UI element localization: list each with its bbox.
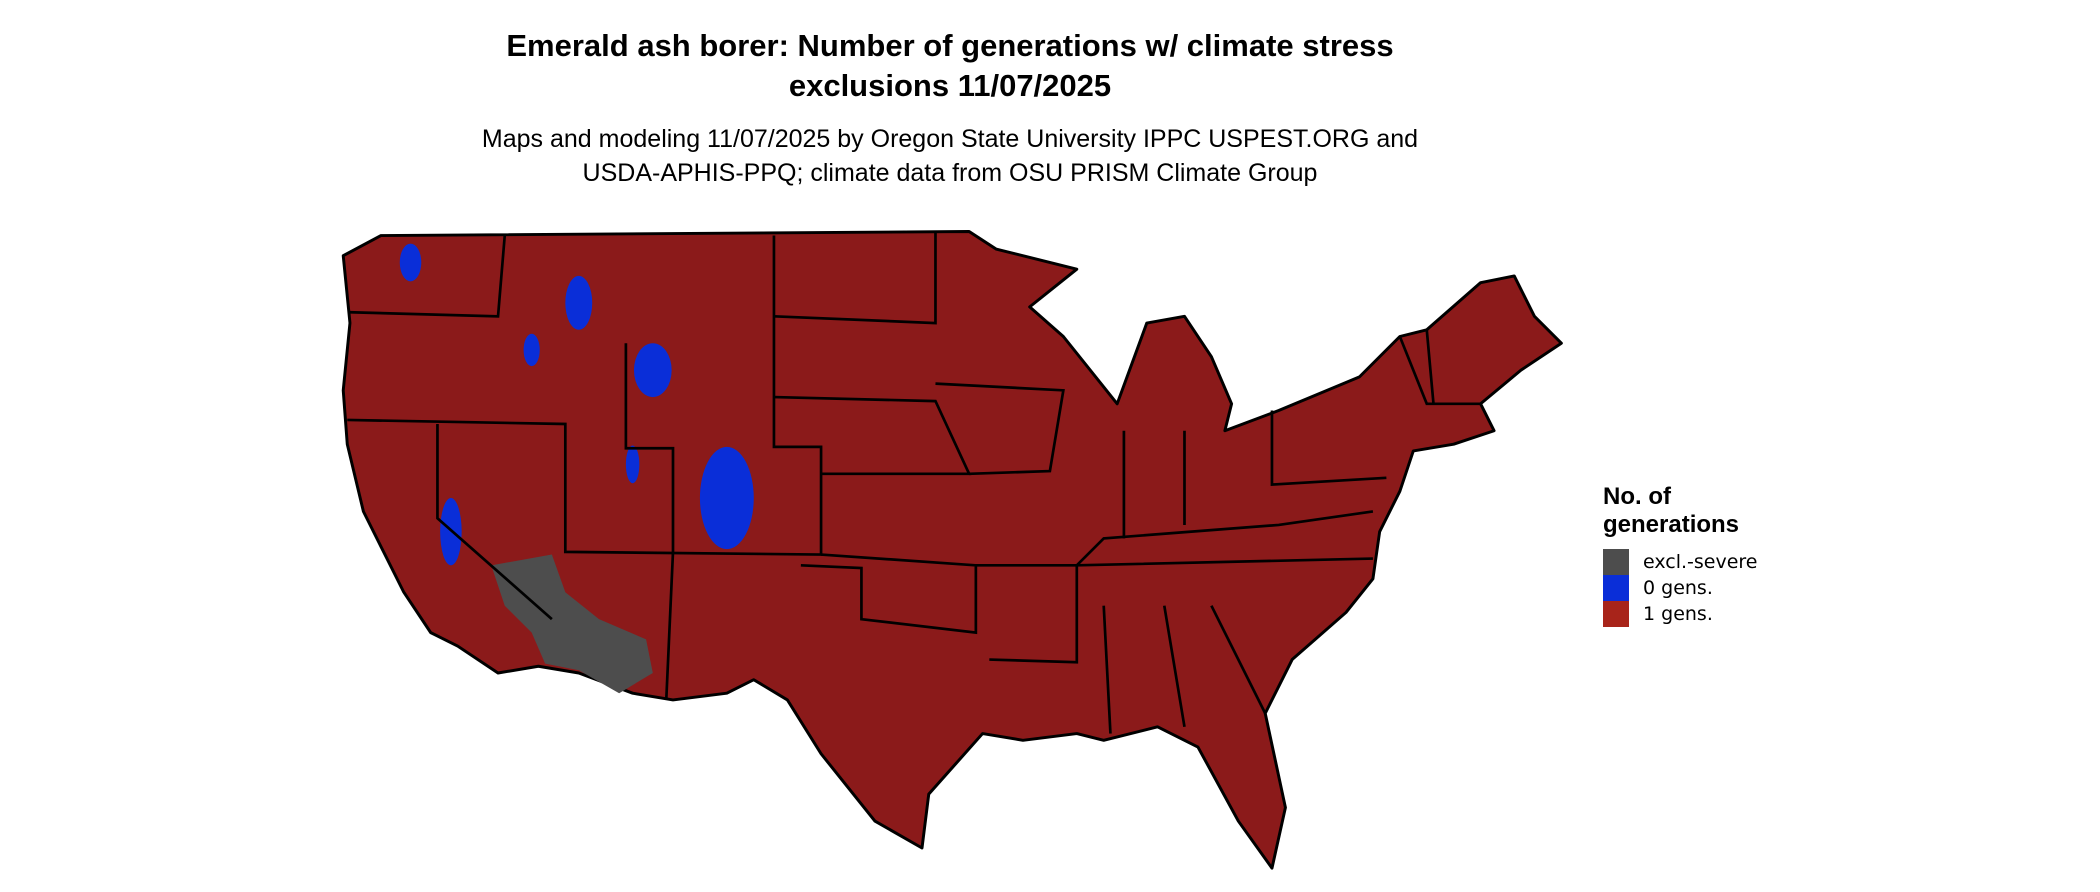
- map-subtitle: Maps and modeling 11/07/2025 by Oregon S…: [0, 122, 1900, 190]
- legend-items: excl.-severe 0 gens. 1 gens.: [1603, 549, 1758, 627]
- legend-title: No. of generations: [1603, 483, 1758, 539]
- legend-label: 1 gens.: [1643, 603, 1713, 625]
- legend: No. of generations excl.-severe 0 gens. …: [1603, 483, 1758, 627]
- excl-severe-area: [491, 554, 653, 694]
- legend-swatch: [1603, 549, 1629, 575]
- us-land-area: [341, 230, 1563, 870]
- legend-label: 0 gens.: [1643, 577, 1713, 599]
- map-subtitle-line2: USDA-APHIS-PPQ; climate data from OSU PR…: [582, 159, 1318, 187]
- map-title: Emerald ash borer: Number of generations…: [0, 26, 1900, 106]
- legend-swatch: [1603, 575, 1629, 601]
- state-borders: [347, 231, 1481, 734]
- map-subtitle-line1: Maps and modeling 11/07/2025 by Oregon S…: [481, 125, 1419, 153]
- legend-swatch: [1603, 601, 1629, 627]
- legend-title-line2: generations: [1603, 511, 1740, 538]
- legend-title-line1: No. of: [1603, 483, 1671, 510]
- legend-item-0-gens: 0 gens.: [1603, 575, 1758, 601]
- legend-item-1-gens: 1 gens.: [1603, 601, 1758, 627]
- legend-label: excl.-severe: [1643, 551, 1758, 573]
- legend-item-excl-severe: excl.-severe: [1603, 549, 1758, 575]
- map-title-line1: Emerald ash borer: Number of generations…: [506, 28, 1394, 63]
- map-title-line2: exclusions 11/07/2025: [788, 68, 1112, 103]
